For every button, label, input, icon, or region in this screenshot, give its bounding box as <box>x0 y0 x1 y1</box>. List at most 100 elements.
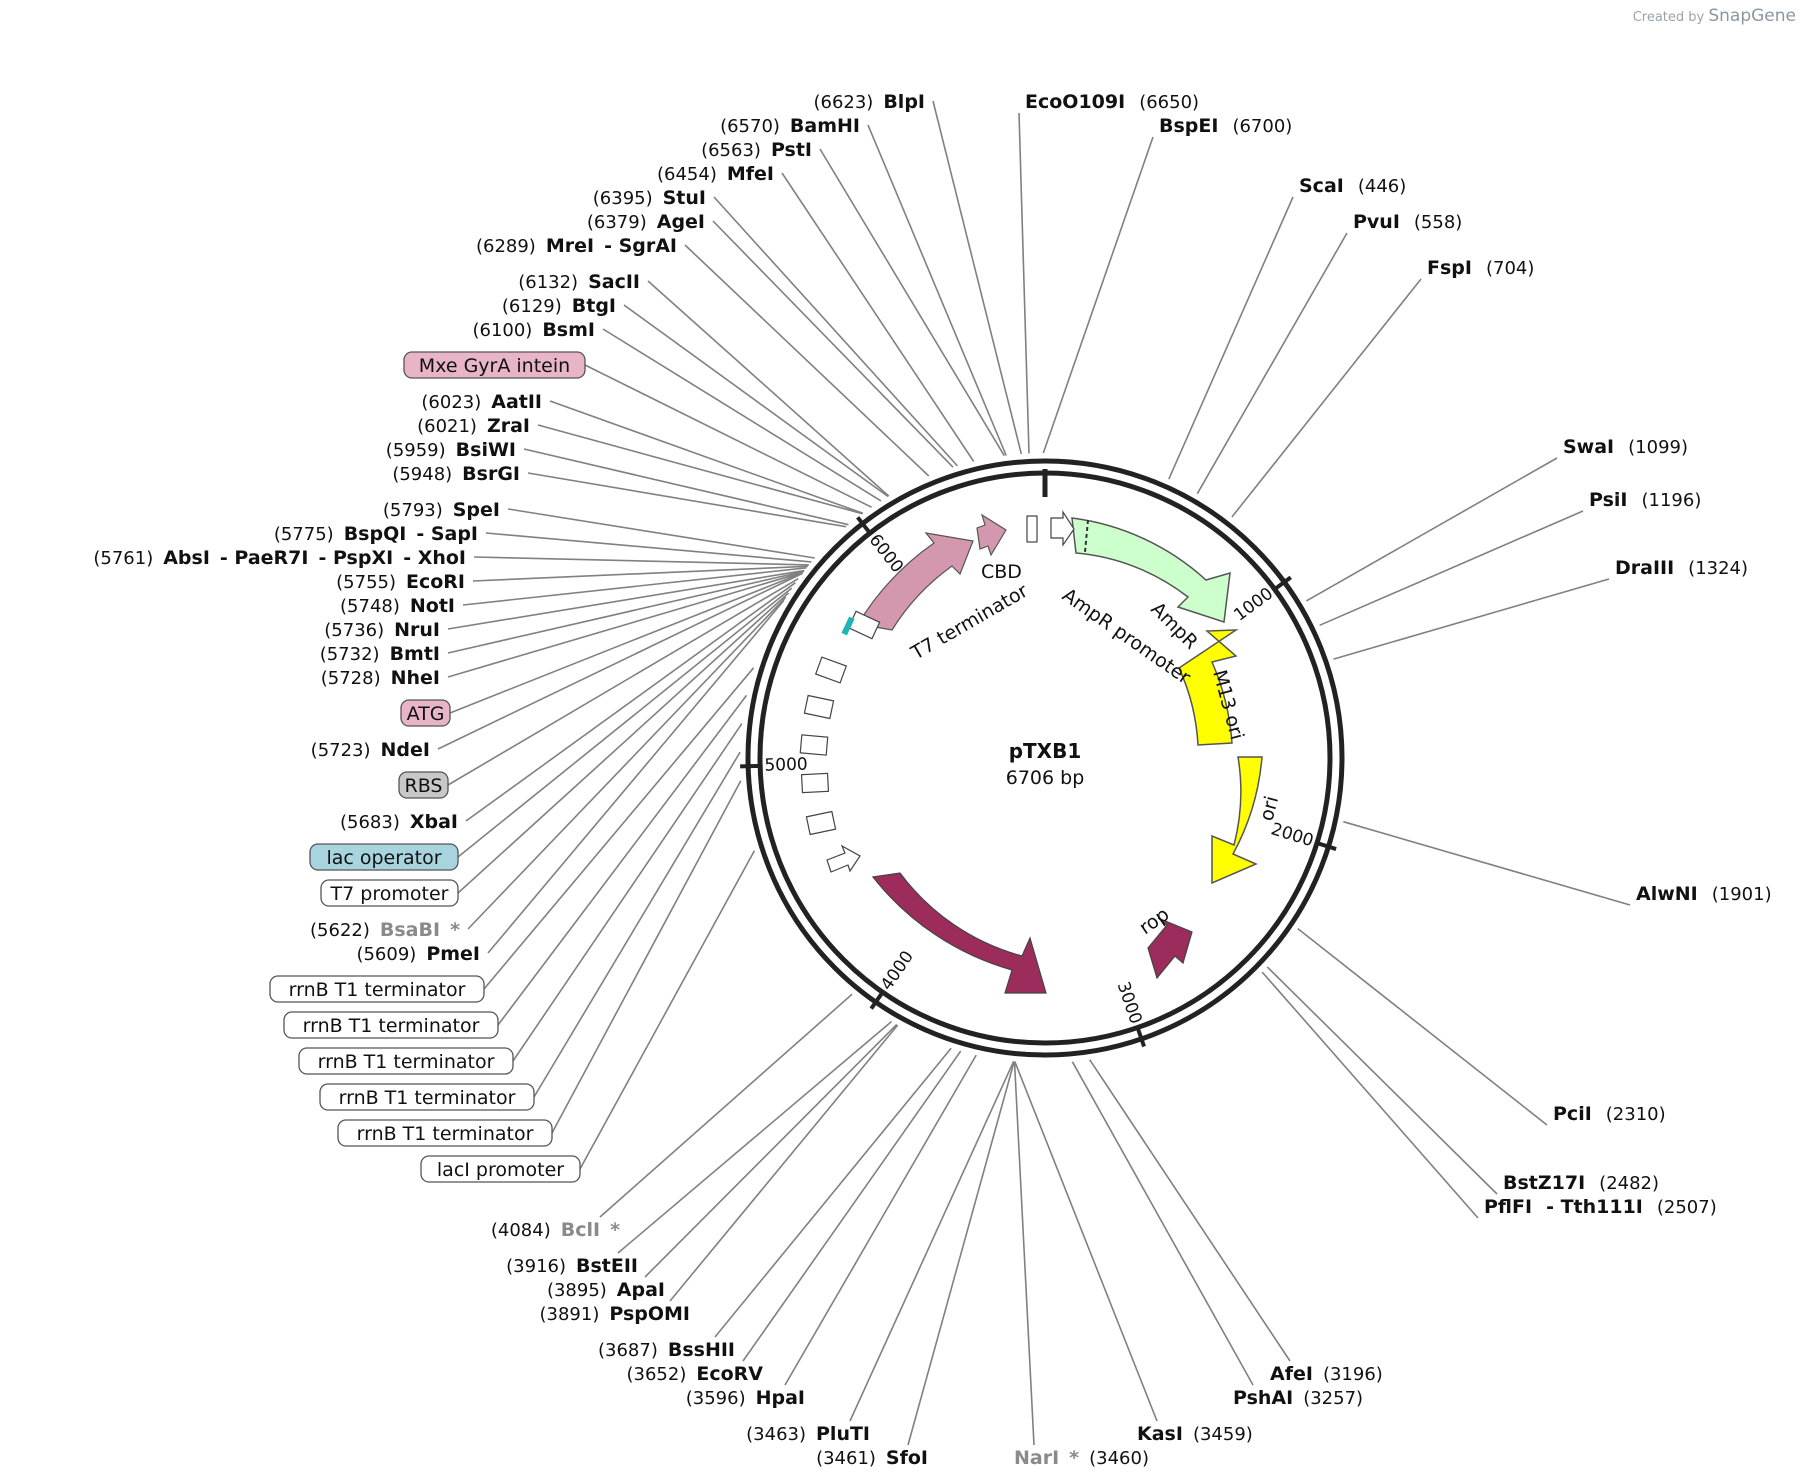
feature-label-ori: ori <box>1256 794 1284 824</box>
feature-box-laci-promoter[interactable] <box>420 1155 581 1183</box>
left-label-26[interactable]: (5683) XbaI <box>340 811 458 833</box>
left-label-11[interactable]: (6023) AatII <box>421 391 542 413</box>
leader-left-29 <box>467 596 787 930</box>
right-label-4[interactable]: FspI (704) <box>1427 257 1534 279</box>
left-label-9[interactable]: (6100) BsmI <box>472 319 595 341</box>
feature-box-t7-promoter[interactable] <box>320 879 459 907</box>
site-pos: (6021) <box>417 416 477 437</box>
tick-label-3000: 3000 <box>1113 979 1146 1026</box>
bottom-label-3[interactable]: (3891) PspOMI <box>540 1303 691 1325</box>
feature-ampr-arrow[interactable] <box>1071 517 1231 623</box>
left-label-10[interactable]: Mxe GyrA intein <box>403 351 586 379</box>
site-label-pspomi: (3891) PspOMI <box>540 1303 691 1325</box>
left-label-27[interactable]: lac operator <box>309 843 459 871</box>
bottom-label-4[interactable]: (3687) BssHII <box>598 1339 735 1361</box>
feature-box-lac-operator[interactable] <box>309 843 459 871</box>
right-label-1[interactable]: BspEI (6700) <box>1159 115 1292 137</box>
left-label-36[interactable]: lacI promoter <box>420 1155 581 1183</box>
leader-bottom-3 <box>669 1024 899 1302</box>
left-label-25[interactable]: RBS <box>398 771 449 799</box>
feature-laci-arrow[interactable] <box>871 872 1047 994</box>
right-label-6[interactable]: PsiI (1196) <box>1589 489 1701 511</box>
site-pos: (4084) <box>491 1220 551 1241</box>
right-label-7[interactable]: DraIII (1324) <box>1615 557 1748 579</box>
feature-m13ori-arrow[interactable] <box>1178 629 1239 746</box>
left-label-31[interactable]: rrnB T1 terminator <box>269 975 485 1003</box>
left-label-22[interactable]: (5728) NheI <box>321 667 440 689</box>
left-label-33[interactable]: rrnB T1 terminator <box>298 1047 514 1075</box>
feature-box-atg[interactable] <box>400 699 451 727</box>
left-label-14[interactable]: (5948) BsrGI <box>392 463 520 485</box>
site-pos: (5761) <box>93 548 153 569</box>
right-label-10[interactable]: BstZ17I (2482) <box>1503 1172 1659 1194</box>
left-label-2[interactable]: (6563) PstI <box>701 139 812 161</box>
site-pos: (446) <box>1358 176 1406 197</box>
left-label-34[interactable]: rrnB T1 terminator <box>319 1083 535 1111</box>
feature-rop-arrow[interactable] <box>1147 917 1193 980</box>
left-label-20[interactable]: (5736) NruI <box>324 619 440 641</box>
feature-intein-arrow[interactable] <box>857 532 974 631</box>
left-label-30[interactable]: (5609) PmeI <box>356 943 480 965</box>
bottom-label-11[interactable]: AfeI (3196) <box>1270 1363 1383 1385</box>
left-label-18[interactable]: (5755) EcoRI <box>336 571 465 593</box>
left-label-5[interactable]: (6379) AgeI <box>587 211 705 233</box>
feature-box-mxe-gyra-intein[interactable] <box>403 351 586 379</box>
left-label-19[interactable]: (5748) NotI <box>340 595 455 617</box>
left-label-12[interactable]: (6021) ZraI <box>417 415 530 437</box>
feature-ori-arrow[interactable] <box>1211 756 1263 885</box>
left-label-16[interactable]: (5775) BspQI - SapI <box>274 523 478 545</box>
bottom-label-6[interactable]: (3596) HpaI <box>686 1387 805 1409</box>
right-label-3[interactable]: PvuI (558) <box>1353 211 1462 233</box>
left-label-32[interactable]: rrnB T1 terminator <box>283 1011 499 1039</box>
left-label-8[interactable]: (6129) BtgI <box>502 295 616 317</box>
left-label-23[interactable]: ATG <box>400 699 451 727</box>
right-label-8[interactable]: AlwNI (1901) <box>1636 883 1772 905</box>
feature-box-rrnb-t1-terminator[interactable] <box>283 1011 499 1039</box>
feature-box-rrnb-t1-terminator[interactable] <box>319 1083 535 1111</box>
feature-cbd-arrow[interactable] <box>976 513 1007 557</box>
left-label-15[interactable]: (5793) SpeI <box>383 499 500 521</box>
left-label-1[interactable]: (6570) BamHI <box>720 115 860 137</box>
bottom-label-12[interactable]: PshAI (3257) <box>1233 1387 1363 1409</box>
left-label-0[interactable]: (6623) BlpI <box>813 91 925 113</box>
bottom-label-1[interactable]: (3916) BstEII <box>506 1255 638 1277</box>
left-label-28[interactable]: T7 promoter <box>320 879 459 907</box>
leader-left-12 <box>537 424 863 515</box>
bottom-label-10[interactable]: KasI (3459) <box>1137 1423 1253 1445</box>
right-label-0[interactable]: EcoO109I (6650) <box>1025 91 1199 113</box>
bottom-label-5[interactable]: (3652) EcoRV <box>627 1363 764 1385</box>
left-label-3[interactable]: (6454) MfeI <box>657 163 774 185</box>
left-label-13[interactable]: (5959) BsiWI <box>386 439 516 461</box>
feature-box-rbs[interactable] <box>398 771 449 799</box>
site-pos: (1099) <box>1628 437 1688 458</box>
bottom-label-9[interactable]: NarI * (3460) <box>1014 1447 1149 1469</box>
right-label-11[interactable]: PflFI - Tth111I (2507) <box>1484 1196 1717 1218</box>
site-pos: (1901) <box>1712 884 1772 905</box>
feature-box-rrnb-t1-terminator[interactable] <box>337 1119 553 1147</box>
left-label-4[interactable]: (6395) StuI <box>593 187 706 209</box>
feature-box-rrnb-t1-terminator[interactable] <box>269 975 485 1003</box>
bottom-label-0[interactable]: (4084) BclI * <box>491 1219 620 1241</box>
left-label-24[interactable]: (5723) NdeI <box>311 739 430 761</box>
right-label-2[interactable]: ScaI (446) <box>1299 175 1406 197</box>
bottom-label-2[interactable]: (3895) ApaI <box>547 1279 665 1301</box>
left-label-7[interactable]: (6132) SacII <box>518 271 640 293</box>
bottom-label-8[interactable]: (3461) SfoI <box>816 1447 928 1469</box>
leader-bottom-8 <box>907 1061 1015 1446</box>
leader-left-5 <box>712 220 954 468</box>
leader-bottom-10 <box>1014 1061 1158 1422</box>
right-label-5[interactable]: SwaI (1099) <box>1563 436 1688 458</box>
feature-box-rrnb-t1-terminator[interactable] <box>298 1047 514 1075</box>
site-enz: NheI <box>391 667 440 689</box>
left-label-6[interactable]: (6289) MreI - SgrAI <box>476 235 677 257</box>
left-label-17[interactable]: (5761) AbsI - PaeR7I - PspXI - XhoI <box>93 547 466 569</box>
site-pos: (3687) <box>598 1340 658 1361</box>
left-label-21[interactable]: (5732) BmtI <box>320 643 440 665</box>
left-label-29[interactable]: (5622) BsaBI * <box>310 919 460 941</box>
right-label-9[interactable]: PciI (2310) <box>1553 1103 1666 1125</box>
site-enz: EcoO109I <box>1025 91 1125 113</box>
left-label-35[interactable]: rrnB T1 terminator <box>337 1119 553 1147</box>
site-star: * <box>1069 1447 1079 1469</box>
bottom-label-7[interactable]: (3463) PluTI <box>746 1423 870 1445</box>
site-label-scai: ScaI (446) <box>1299 175 1406 197</box>
